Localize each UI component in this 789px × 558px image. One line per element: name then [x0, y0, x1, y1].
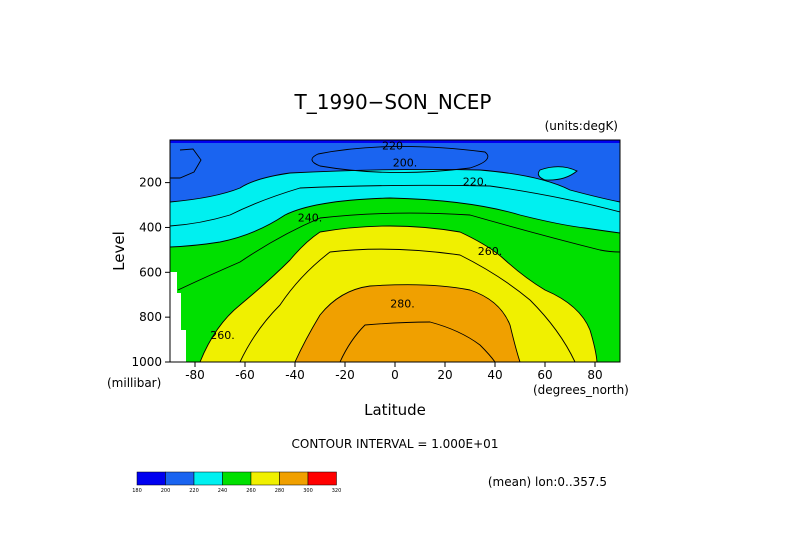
field-description: (mean) lon:0..357.5: [488, 475, 607, 489]
x-tick-label: -20: [335, 368, 355, 382]
x-tick-label: 20: [437, 368, 452, 382]
colorbar-swatch: [136, 471, 166, 486]
colorbar-swatch: [307, 471, 337, 486]
colorbar-label: 280: [275, 488, 285, 494]
chart-title: T_1990−SON_NCEP: [294, 90, 492, 114]
missing-data-region: [170, 272, 186, 362]
contour-lines: [170, 146, 620, 362]
contour-label: 200.: [393, 156, 418, 169]
band-280-300: [295, 284, 520, 362]
plot-area: [170, 140, 620, 362]
x-tick-label: -40: [285, 368, 305, 382]
colorbar-label: 240: [218, 488, 228, 494]
y-tick-label: 1000: [131, 355, 162, 369]
contour-label: 260.: [478, 245, 503, 258]
y-tick-label: 200: [139, 176, 162, 190]
colorbar-swatch: [165, 471, 195, 486]
colorbar-label: 200: [161, 488, 171, 494]
colorbar-label: 300: [303, 488, 313, 494]
x-tick-label: -80: [185, 368, 205, 382]
contour-labels: 220 200. 220. 240. 260. 280. 260.: [210, 140, 502, 342]
colorbar-swatch: [193, 471, 223, 486]
x-tick-label: 60: [537, 368, 552, 382]
colorbar-swatch: [250, 471, 280, 486]
y-unit-label: (millibar): [107, 376, 161, 390]
y-axis-label: Level: [110, 231, 128, 271]
axes: -80 -60 -40 -20 0 20 40 60 80 200 400 600 800 1000: [131, 176, 602, 382]
contour-interval-text: CONTOUR INTERVAL = 1.000E+01: [292, 437, 499, 451]
x-axis-label: Latitude: [364, 401, 426, 419]
x-unit-label: (degrees_north): [533, 383, 629, 397]
colorbar-label: 220: [189, 488, 199, 494]
contour-label: 260.: [210, 329, 235, 342]
contour-label: 220.: [463, 175, 488, 188]
colorbar-label: 320: [332, 488, 342, 494]
contour-label: 220: [382, 140, 403, 153]
colorbar-label: 260: [246, 488, 256, 494]
contour-label: 280.: [390, 298, 415, 311]
colorbar: 180 200 220 240 260 280 300 320: [132, 471, 342, 494]
colorbar-label: 180: [132, 488, 142, 494]
y-tick-label: 800: [139, 310, 162, 324]
y-tick-label: 400: [139, 220, 162, 234]
x-tick-label: 0: [391, 368, 399, 382]
y-tick-label: 600: [139, 265, 162, 279]
x-tick-label: -60: [235, 368, 255, 382]
colorbar-swatch: [279, 471, 309, 486]
units-label: (units:degK): [545, 119, 618, 133]
contour-label: 240.: [298, 211, 323, 224]
x-tick-label: 80: [587, 368, 602, 382]
colorbar-swatch: [222, 471, 252, 486]
x-tick-label: 40: [487, 368, 502, 382]
